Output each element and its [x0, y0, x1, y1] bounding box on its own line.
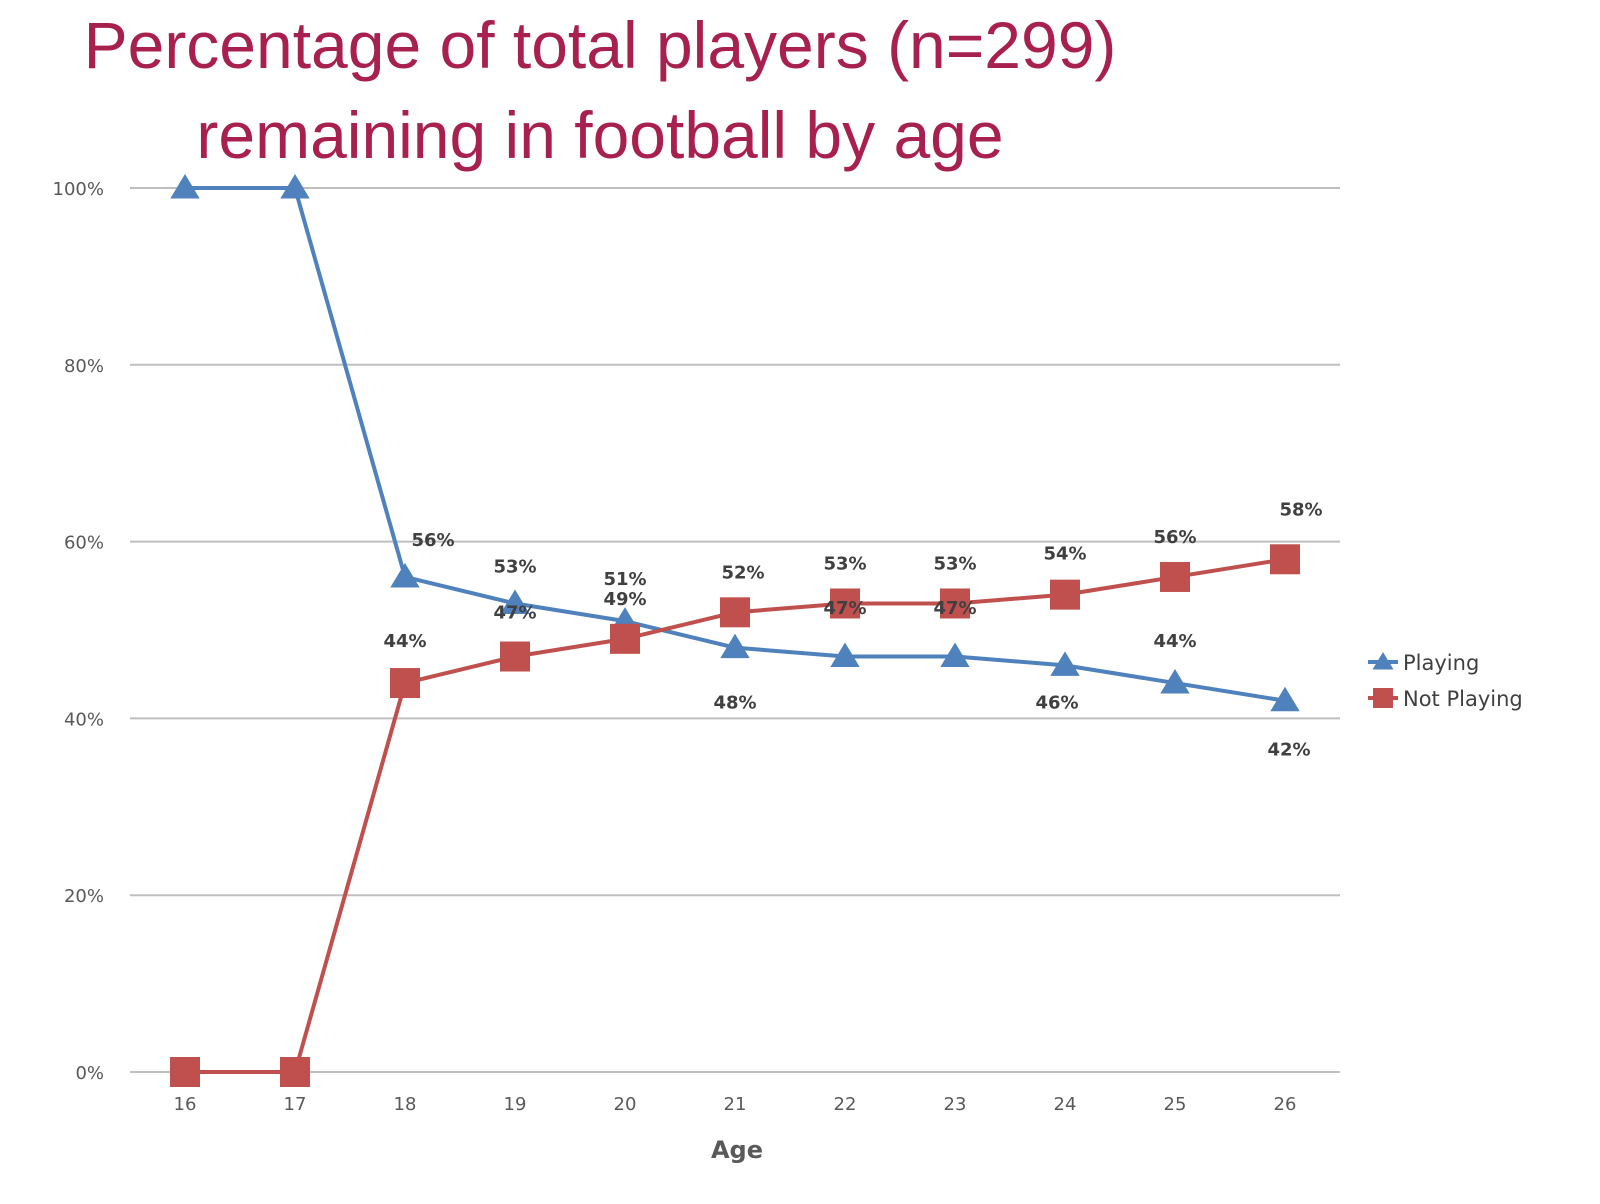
data-point-square — [170, 1057, 200, 1087]
data-point-square — [1160, 561, 1190, 592]
y-tick-label: 80% — [64, 356, 104, 377]
data-label: 53% — [823, 553, 866, 574]
data-labels: 56% 53% 51% 48% 46% 44% 42% 44% 47% 49% 52% 53% 53% 5… — [383, 499, 1322, 760]
series-lines — [185, 186, 1286, 1074]
data-point-square — [1270, 544, 1300, 575]
data-point-square — [390, 668, 420, 699]
series-markers — [170, 174, 1300, 1087]
data-label: 47% — [823, 598, 866, 619]
x-tick-label: 24 — [1054, 1094, 1077, 1115]
x-tick-label: 17 — [284, 1094, 307, 1115]
data-label: 53% — [493, 556, 536, 577]
legend: Playing Not Playing — [1368, 651, 1523, 711]
data-point-triangle — [280, 174, 310, 199]
data-point-triangle — [1270, 686, 1300, 712]
y-tick-label: 40% — [64, 709, 104, 730]
x-tick-label: 26 — [1274, 1094, 1297, 1115]
data-label: 47% — [933, 598, 976, 619]
data-label: 53% — [933, 553, 976, 574]
x-axis-title: Age — [711, 1136, 763, 1164]
data-point-triangle — [500, 589, 530, 614]
x-tick-label: 16 — [174, 1094, 197, 1115]
y-axis-ticks: 0% 20% 40% 60% 80% 100% — [53, 179, 104, 1084]
data-point-triangle — [170, 174, 200, 199]
data-label: 44% — [383, 631, 426, 652]
chart-title-line-2: remaining in football by age — [196, 98, 1004, 172]
data-label: 47% — [493, 603, 536, 624]
data-point-triangle — [1160, 669, 1190, 694]
data-label: 49% — [603, 589, 646, 610]
x-tick-label: 18 — [394, 1094, 417, 1115]
x-tick-label: 22 — [834, 1094, 857, 1115]
data-label: 58% — [1279, 499, 1322, 520]
gridlines — [130, 187, 1340, 1073]
data-label: 54% — [1043, 544, 1086, 565]
x-tick-label: 19 — [504, 1094, 527, 1115]
data-point-square — [280, 1057, 310, 1087]
data-label: 51% — [603, 569, 646, 590]
data-point-triangle — [390, 562, 420, 588]
y-tick-label: 20% — [64, 886, 104, 907]
data-label: 46% — [1035, 692, 1078, 713]
data-point-triangle — [830, 642, 860, 668]
chart-title: Percentage of total players (n=299) rema… — [0, 0, 1200, 180]
data-label: 56% — [1153, 527, 1196, 548]
legend-label: Playing — [1403, 651, 1479, 675]
y-tick-label: 100% — [53, 179, 104, 200]
data-point-square — [1050, 579, 1080, 610]
legend-label: Not Playing — [1403, 687, 1523, 711]
x-tick-label: 20 — [614, 1094, 637, 1115]
data-label: 42% — [1267, 740, 1310, 761]
chart-title-line-1: Percentage of total players (n=299) — [83, 8, 1117, 82]
x-tick-label: 25 — [1164, 1094, 1187, 1115]
data-label: 44% — [1153, 631, 1196, 652]
data-point-square — [500, 641, 530, 672]
data-point-square — [830, 588, 860, 619]
legend-marker-square — [1373, 688, 1393, 708]
data-point-triangle — [1050, 651, 1080, 676]
data-label: 48% — [713, 693, 756, 714]
y-tick-label: 60% — [64, 533, 104, 554]
y-tick-label: 0% — [75, 1063, 104, 1084]
data-point-triangle — [940, 642, 970, 668]
data-label: 56% — [411, 530, 454, 551]
x-tick-label: 23 — [944, 1094, 967, 1115]
data-point-square — [940, 588, 970, 619]
data-label: 52% — [721, 562, 764, 583]
data-point-triangle — [720, 633, 750, 659]
x-tick-label: 21 — [724, 1094, 747, 1115]
legend-marker-triangle — [1372, 652, 1394, 670]
x-axis-ticks: 16 17 18 19 20 21 22 23 24 25 26 — [174, 1094, 1297, 1115]
data-point-square — [610, 623, 640, 654]
data-point-square — [720, 597, 750, 628]
